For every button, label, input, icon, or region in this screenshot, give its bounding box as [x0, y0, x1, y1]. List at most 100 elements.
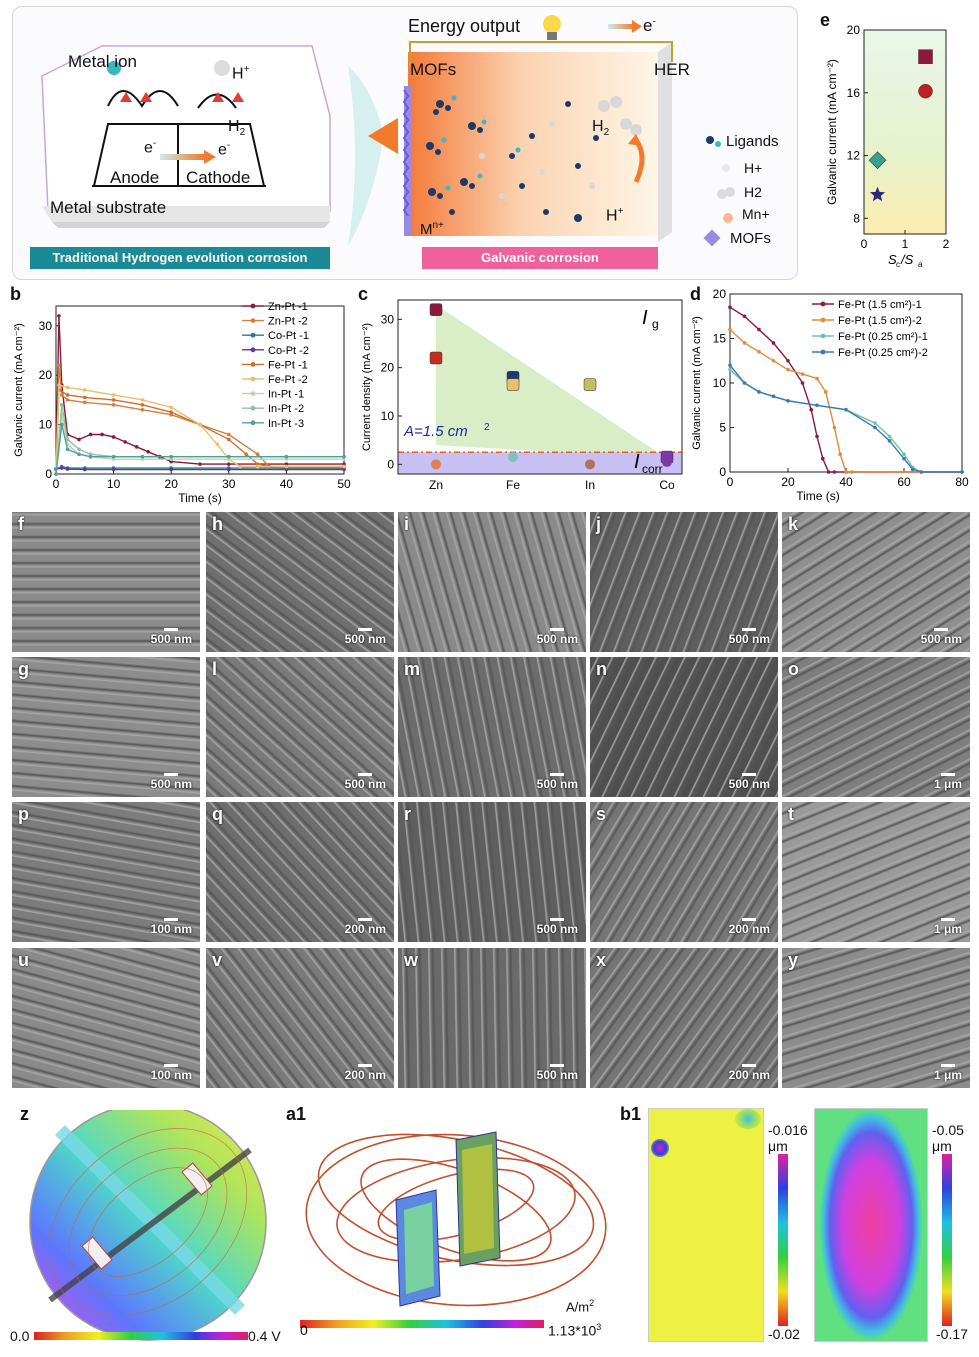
legend-mofs: MOFs [730, 230, 771, 247]
legend-marker [250, 420, 256, 426]
data-point [815, 376, 819, 381]
scale-bar-text: 200 nm [344, 922, 386, 936]
icorr-point [431, 459, 441, 470]
data-point [169, 467, 173, 472]
data-point [169, 412, 173, 417]
legend-label: Fe-Pt -2 [268, 374, 308, 386]
sem-panel-label: q [212, 804, 223, 824]
scale-bar-text: 500 nm [150, 632, 192, 646]
box-h2-label: H2 [592, 118, 610, 139]
sem-panel-label: y [788, 950, 799, 970]
legend-label: Zn-Pt -2 [268, 316, 308, 328]
data-point [284, 464, 289, 469]
scale-bar-text: 1 μm [933, 1068, 962, 1082]
scale-bar-line [358, 1064, 373, 1067]
legend-marker [250, 303, 256, 309]
scale-bar-text: 500 nm [728, 777, 770, 791]
sem-panel-label: f [18, 514, 24, 534]
data-point [65, 385, 70, 390]
scale-bar: 200 nm [345, 1064, 386, 1082]
x-category-label: In [585, 478, 595, 492]
data-point [742, 314, 747, 319]
scale-bar-text: 200 nm [344, 1068, 386, 1082]
x-axis-label-mid: /S [900, 252, 914, 267]
x-category-label: Zn [429, 478, 443, 492]
sem-panel-h: h 500 nm [206, 512, 394, 652]
data-point [244, 452, 248, 457]
panel-b1-label: b1 [620, 1104, 642, 1124]
electron-label-2: e- [218, 140, 231, 159]
a1-unit: A/m2 [566, 1298, 595, 1315]
legend-marker [820, 317, 826, 323]
scale-bar-line [742, 1064, 757, 1067]
panel-z-label: z [20, 1104, 29, 1124]
data-point [342, 462, 346, 466]
sem-panel-label: p [18, 804, 29, 824]
scale-bar-line [164, 918, 179, 921]
scale-bar-text: 1 μm [933, 777, 962, 791]
sem-panel-m: m 500 nm [398, 657, 586, 797]
y-tick-label: 12 [847, 149, 861, 163]
scale-bar: 500 nm [537, 918, 578, 936]
data-point [111, 393, 116, 397]
data-point [111, 457, 116, 461]
data-point [83, 395, 87, 400]
data-point [800, 381, 805, 385]
sem-panel-l: l 500 nm [206, 657, 394, 797]
b1-left-top: -0.016 [768, 1122, 808, 1138]
legend-marker [250, 362, 256, 367]
scale-bar-line [550, 1064, 565, 1067]
data-point [342, 454, 346, 459]
data-point [227, 457, 231, 461]
icorr-band [398, 452, 682, 474]
data-point [786, 367, 790, 372]
data-point [169, 454, 173, 459]
data-point [918, 49, 933, 64]
panel-c-label: c [358, 284, 369, 304]
data-point [873, 425, 877, 430]
y-axis-label: Galvanic current (mA cm⁻²) [691, 316, 703, 450]
data-point [198, 422, 202, 427]
y-tick-label: 0 [719, 465, 726, 479]
data-point [169, 459, 173, 464]
x-tick-label: 30 [222, 477, 236, 491]
data-point [140, 457, 145, 461]
panel-a1-figure [300, 1131, 607, 1328]
data-point [169, 410, 173, 415]
y-tick-label: 16 [847, 86, 861, 100]
z-colorbar-max: 0.4 V [248, 1328, 281, 1344]
x-tick-label: 40 [839, 475, 853, 489]
scale-bar-line [940, 773, 955, 776]
plot-frame [397, 299, 683, 475]
scale-bar: 500 nm [729, 628, 770, 646]
sem-panel-label: r [404, 804, 412, 824]
mofs-label: MOFs [410, 60, 457, 79]
x-category-label: Fe [506, 478, 520, 492]
data-point [887, 434, 892, 439]
scale-bar-line [358, 628, 373, 631]
y-tick-label: 30 [39, 319, 53, 333]
panel-a1-label: a1 [286, 1104, 307, 1124]
a1-colorbar-max: 1.13*103 [548, 1322, 602, 1339]
scale-bar-text: 1 μm [933, 922, 962, 936]
data-point [757, 350, 761, 354]
data-point [832, 470, 837, 474]
scale-bar: 100 nm [151, 918, 192, 936]
data-point [832, 425, 837, 430]
data-point [284, 457, 289, 461]
legend-label: Fe-Pt (0.25 cm²)-2 [838, 347, 928, 359]
y-tick-label: 10 [713, 376, 727, 390]
y-axis-label: Galvanic current (mA cm⁻²) [13, 323, 25, 457]
sem-panel-label: x [596, 950, 607, 970]
data-point [65, 447, 70, 452]
legend-label: Fe-Pt (1.5 cm²)-2 [838, 315, 922, 327]
sem-panel-label: s [596, 804, 607, 824]
b1-left-bottom: -0.02 [768, 1326, 800, 1342]
data-point [786, 358, 790, 363]
data-point [800, 372, 805, 376]
data-point [771, 358, 776, 363]
sem-panel-label: i [404, 514, 410, 534]
data-point [742, 341, 747, 345]
